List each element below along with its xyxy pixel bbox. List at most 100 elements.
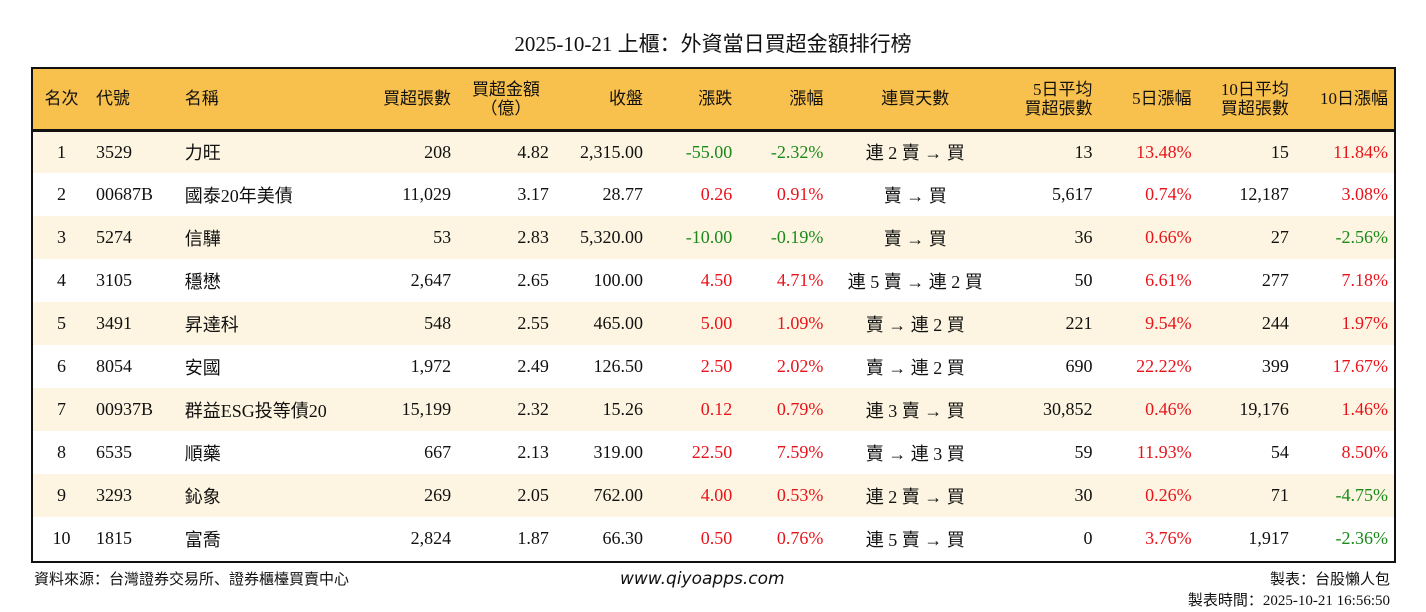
table-header: 名次 代號 名稱 買超張數 買超金額 （億） 收盤 漲跌 漲幅 連買天數 5日平均 買超張數 5日漲… [33,69,1394,130]
table-cell: 2.49 [517,356,549,376]
table-cell: 連 5 賣 → 買 [865,529,965,550]
table-cell: 11.93% [1136,442,1192,462]
table-row[interactable]: 6 8054 安國 1,972 2.49 126.50 2.50 2.02% 賣 → 連 2 買… [33,345,1394,388]
table-cell: 0.74% [1145,184,1192,204]
table-row[interactable]: 5 3491 昇達科 548 2.55 465.00 5.00 1.09% 賣 → 連 2 買 2… [33,302,1394,345]
generated-time: 製表時間：2025-10-21 16:56:50 [1187,593,1390,609]
table-cell: -2.56% [1335,227,1389,247]
table-cell: 3491 [95,313,132,333]
table-cell: 244 [1261,313,1289,333]
table-cell: 100.00 [593,270,643,290]
table-cell: 0 [1083,528,1093,548]
table-cell: 1,972 [410,356,452,376]
table-cell: 3.08% [1341,184,1389,204]
table-cell: 0.46% [1145,399,1192,419]
table-cell: 8 [56,442,66,462]
table-cell: 2.50 [700,356,733,376]
table-cell: 5,617 [1052,184,1093,204]
table-row[interactable]: 7 00937B 群益ESG投等債20 15,199 2.32 15.26 0.12 0.79… [33,388,1394,431]
table-row[interactable]: 10 1815 富喬 2,824 1.87 66.30 0.50 0.76% 連 5 賣 → 買… [33,517,1394,560]
table-row[interactable]: 4 3105 穩懋 2,647 2.65 100.00 4.50 4.71% 連 5 賣 → 連… [33,259,1394,302]
table-cell: 28.77 [602,184,643,204]
table-cell: 4.50 [700,270,733,290]
table-cell: 6535 [95,442,132,462]
table-cell: 7 [56,399,66,419]
table-cell: 富喬 [184,529,221,550]
table-row[interactable]: 1 3529 力旺 208 4.82 2,315.00 -55.00 -2.32% 連 2 賣 … [33,130,1394,173]
table-cell: 399 [1261,356,1289,376]
table-cell: 22.50 [691,442,733,462]
table-cell: 17.67% [1332,356,1389,376]
page-title: 2025-10-21 上櫃：外資當日買超金額排行榜 [514,32,912,56]
table-cell: 2,824 [410,528,452,548]
table-cell: 1815 [95,528,132,548]
table-cell: 53 [433,227,452,247]
table-cell: 0.53% [776,485,824,505]
table-cell: 3.17 [517,184,549,204]
table-cell: 9.54% [1145,313,1192,333]
table-cell: 30 [1074,485,1093,505]
table-cell: 鈊象 [184,486,221,507]
table-cell: 10 [52,528,71,548]
table-row[interactable]: 9 3293 鈊象 269 2.05 762.00 4.00 0.53% 連 2 賣 → 買 30… [33,474,1394,517]
author: 製表：台股懶人包 [1269,572,1390,588]
table-cell: 36 [1074,227,1093,247]
table-cell: 19,176 [1239,399,1289,419]
column-header: 5日平均 買超張數 [1024,79,1093,118]
table-cell: 2.02% [776,356,824,376]
table-cell: 2,315.00 [579,141,643,162]
column-header: 連買天數 [881,89,950,109]
table-cell: -2.36% [1335,528,1389,548]
table-cell: 1.46% [1341,399,1389,419]
ranking-table: 名次 代號 名稱 買超張數 買超金額 （億） 收盤 漲跌 漲幅 連買天數 5日平均 買超張數 5日漲… [31,67,1396,563]
table-cell: 3529 [95,141,132,162]
table-cell: 2.13 [517,442,549,462]
table-cell: 8054 [95,356,132,376]
table-cell: -0.19% [770,227,824,247]
table-cell: 2.32 [517,399,549,419]
table-row[interactable]: 2 00687B 國泰20年美債 11,029 3.17 28.77 0.26 0.91% 賣 … [33,173,1394,216]
table-cell: 2 [56,184,66,204]
table-cell: 71 [1270,485,1289,505]
table-cell: 賣 → 買 [883,228,947,249]
table-cell: 0.12 [700,399,733,419]
table-cell: 59 [1074,442,1093,462]
table-cell: -4.75% [1335,485,1389,505]
table-cell: 4.00 [700,485,733,505]
table-cell: -2.32% [770,141,824,162]
table-cell: 8.50% [1341,442,1389,462]
table-cell: 5.00 [700,313,733,333]
table-cell: 11,029 [402,184,452,204]
column-header: 買超金額 （億） [471,79,540,118]
table-cell: -55.00 [685,141,733,162]
table-row[interactable]: 3 5274 信驊 53 2.83 5,320.00 -10.00 -0.19% 賣 → 買 36… [33,216,1394,259]
table-cell: 15,199 [401,399,452,419]
table-cell: 2.05 [517,485,549,505]
table-cell: 0.66% [1145,227,1192,247]
table-cell: 賣 → 買 [883,185,947,206]
table-cell: 穩懋 [184,271,221,292]
table-cell: 3105 [95,270,132,290]
table-row[interactable]: 8 6535 順藥 667 2.13 319.00 22.50 7.59% 賣 → 連 3 買 5… [33,431,1394,474]
table-cell: 連 3 賣 → 買 [865,400,965,421]
table-cell: 賣 → 連 3 買 [865,443,965,464]
table-cell: 5274 [95,227,132,247]
table-cell: 安國 [184,357,221,378]
table-cell: -10.00 [685,227,733,247]
table-cell: 1.97% [1341,313,1389,333]
table-cell: 2.55 [517,313,549,333]
table-cell: 269 [424,485,452,505]
table-cell: 221 [1065,313,1093,333]
table-cell: 0.26% [1145,485,1192,505]
table-cell: 126.50 [593,356,643,376]
table-cell: 3293 [95,485,132,505]
table-cell: 國泰20年美債 [184,185,293,206]
table-cell: 信驊 [184,228,221,249]
column-header: 10日漲幅 [1320,89,1388,109]
table-cell: 4 [56,270,66,290]
table-cell: 277 [1261,270,1289,290]
table-cell: 1,917 [1248,528,1289,548]
column-header: 5日漲幅 [1132,89,1192,109]
table-cell: 465.00 [593,313,643,333]
website-link[interactable]: www.qiyoapps.com [620,569,785,589]
